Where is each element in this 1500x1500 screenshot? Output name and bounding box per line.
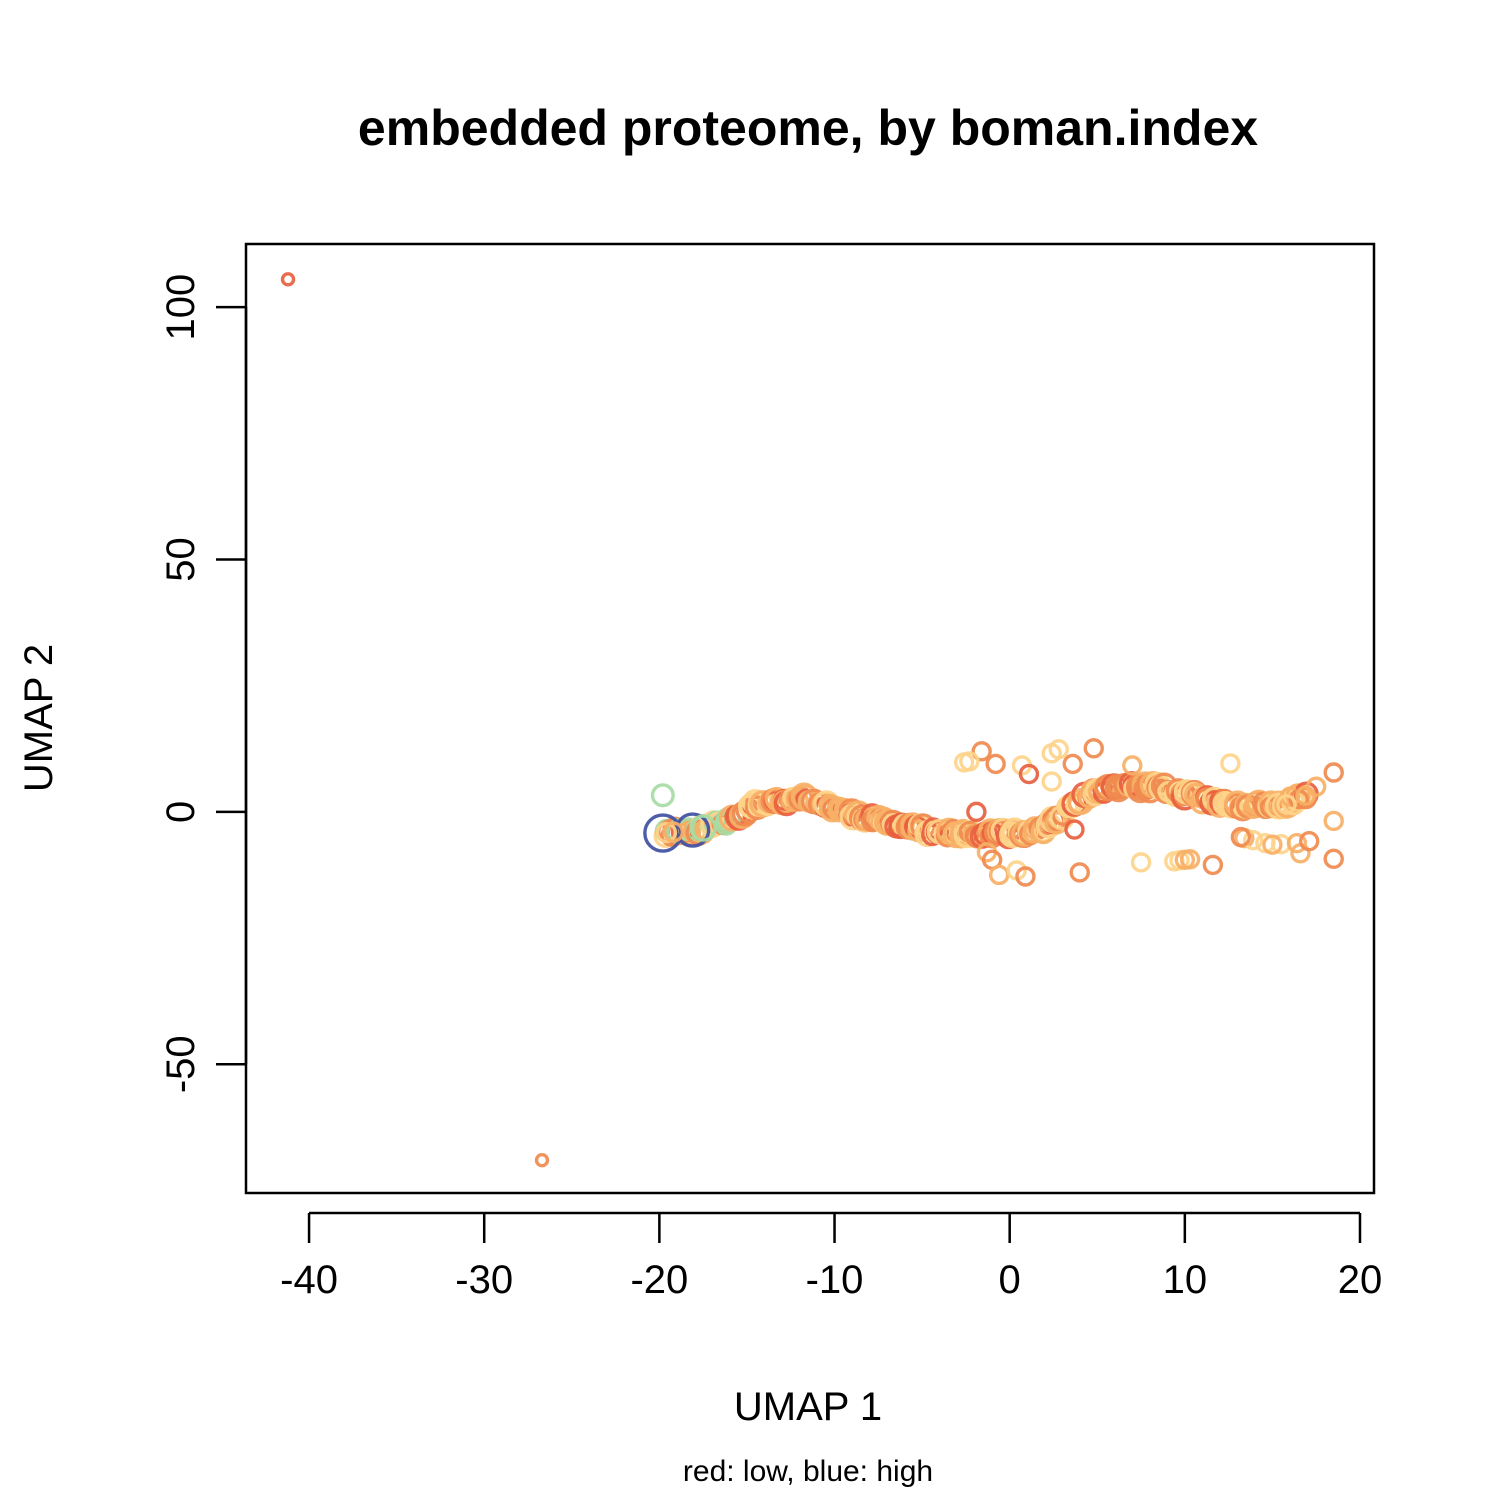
data-point [966, 801, 987, 823]
data-points [280, 272, 1344, 1168]
x-tick-label: -20 [630, 1258, 688, 1302]
x-tick-label: 10 [1163, 1258, 1208, 1302]
y-tick-label: 50 [159, 537, 203, 582]
data-point [1083, 738, 1104, 759]
data-point [1295, 785, 1316, 806]
data-point [1048, 739, 1069, 760]
data-point [985, 753, 1006, 775]
data-point [1069, 862, 1090, 883]
y-axis: -50 0 50 100 [159, 274, 248, 1093]
data-point [1064, 819, 1085, 840]
y-tick-label: 0 [159, 801, 203, 823]
data-point [1179, 849, 1201, 870]
data-point [1323, 848, 1344, 870]
data-point [1323, 810, 1344, 832]
data-point [1062, 753, 1083, 775]
chart-subtitle: red: low, blue: high [683, 1455, 933, 1488]
x-axis: -40 -30 -20 -10 0 10 20 [280, 1211, 1383, 1302]
data-point [1323, 762, 1344, 783]
data-point [988, 864, 1010, 886]
data-point [1122, 755, 1143, 776]
data-point [1276, 794, 1297, 815]
data-point [534, 1152, 550, 1168]
data-point [1015, 866, 1036, 887]
x-tick-label: -30 [455, 1258, 513, 1302]
data-point [1286, 832, 1308, 854]
data-point [1220, 753, 1241, 774]
y-tick-label: 100 [159, 274, 203, 341]
data-point [971, 741, 992, 762]
data-point [1230, 826, 1252, 848]
data-point [1041, 771, 1062, 792]
x-axis-title: UMAP 1 [734, 1385, 882, 1429]
plot-frame [244, 242, 1376, 1195]
x-tick-label: 20 [1338, 1258, 1383, 1302]
x-tick-label: -40 [280, 1258, 338, 1302]
data-point [1242, 829, 1264, 851]
data-point [662, 821, 685, 843]
chart-title: embedded proteome, by boman.index [358, 100, 1258, 156]
data-point [1018, 763, 1040, 785]
data-point [1290, 843, 1311, 864]
y-tick-label: -50 [159, 1035, 203, 1093]
data-point [1130, 852, 1152, 873]
data-point [655, 821, 678, 844]
x-tick-label: 0 [999, 1258, 1021, 1302]
data-point [1202, 854, 1224, 876]
data-point [959, 751, 980, 772]
x-tick-label: -10 [806, 1258, 864, 1302]
data-point [1298, 830, 1320, 852]
data-point [280, 272, 296, 287]
data-point [650, 783, 675, 808]
y-axis-title: UMAP 2 [17, 644, 61, 792]
data-point [689, 814, 717, 842]
data-point [1262, 834, 1283, 855]
